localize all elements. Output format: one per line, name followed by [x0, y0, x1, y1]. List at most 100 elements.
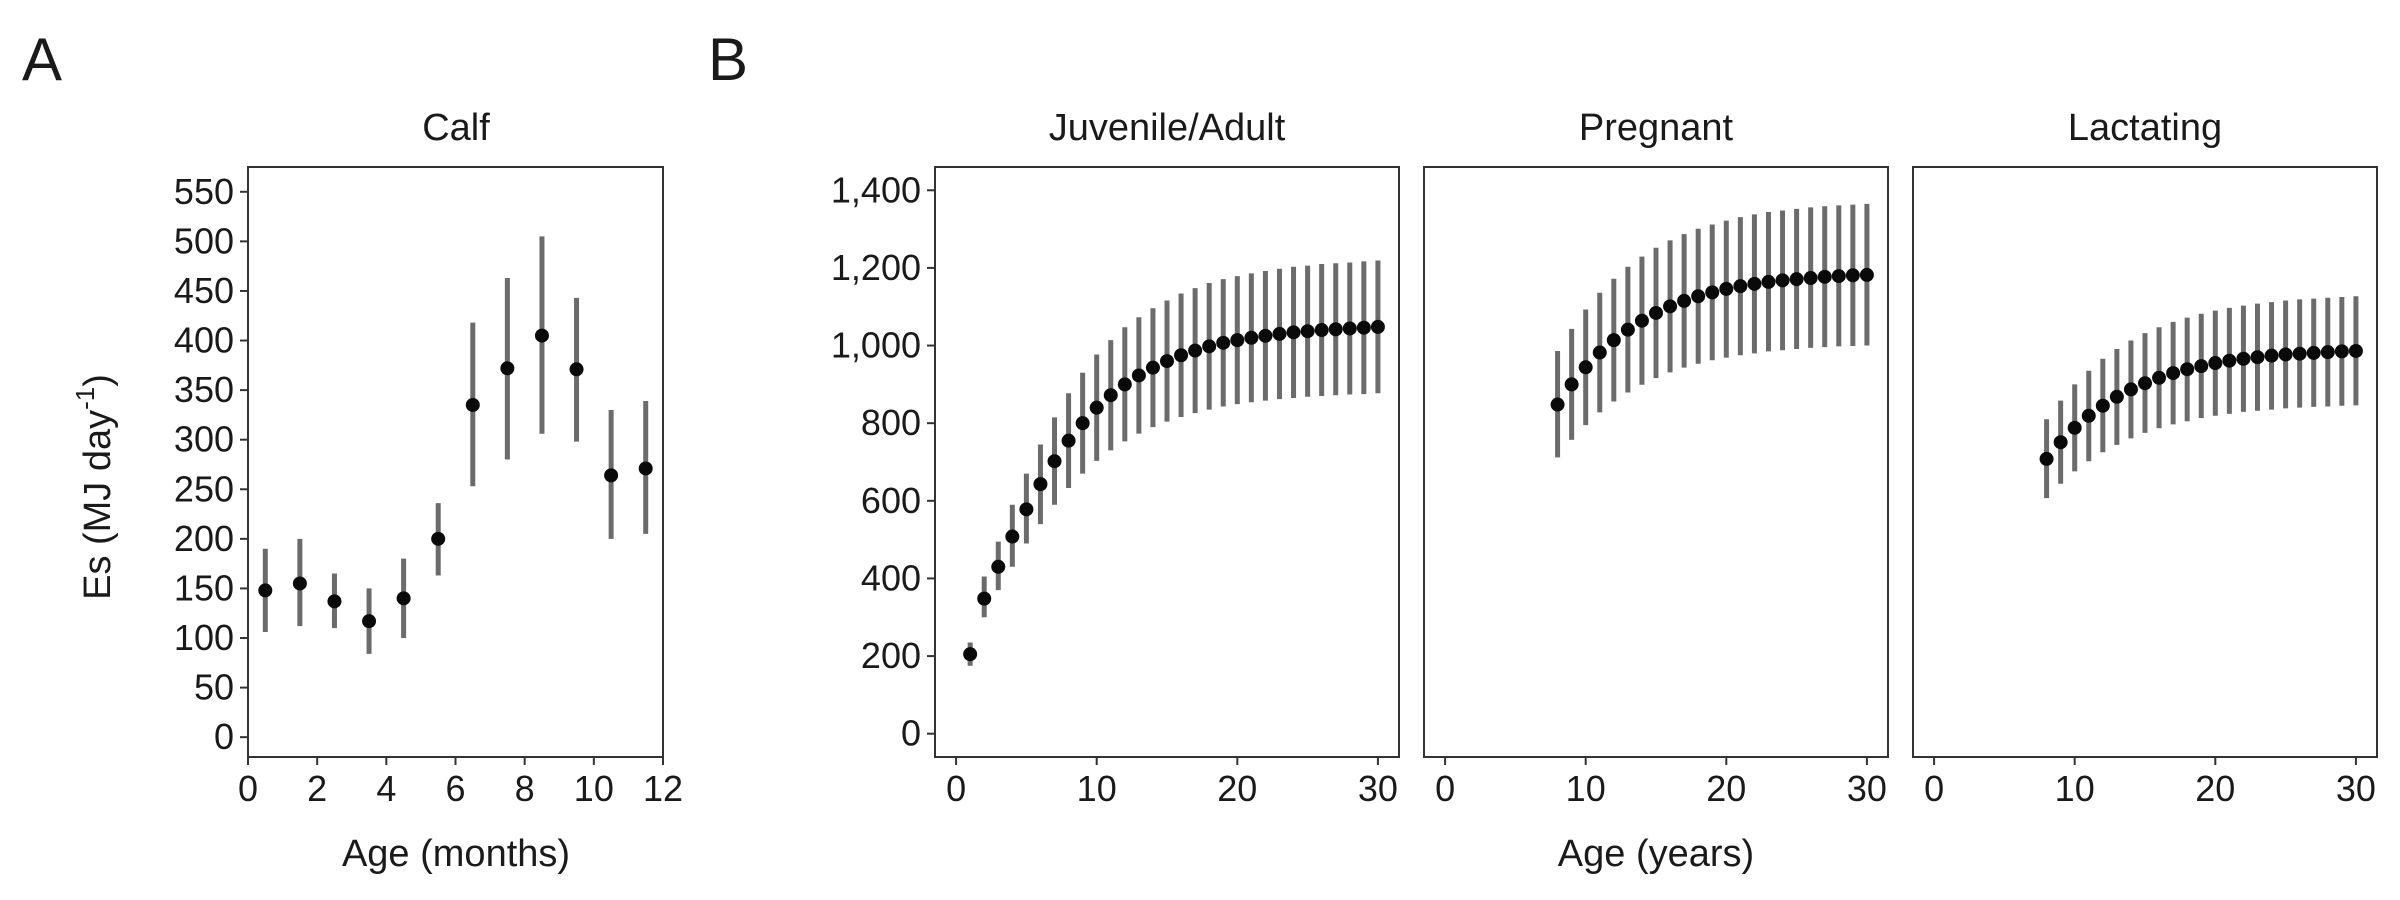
juvenile-adult-data-point	[1258, 328, 1273, 343]
lactating-x-tick-label: 10	[2055, 768, 2095, 809]
juvenile-adult-data-point	[1145, 360, 1160, 375]
calf-y-tick-label: 200	[174, 518, 234, 559]
calf-data-point	[292, 576, 307, 591]
lactating-data-point	[2138, 376, 2152, 391]
pregnant-data-point	[1705, 285, 1720, 300]
juvenile-adult-y-tick-label: 200	[861, 635, 921, 676]
juvenile-adult-data-point	[1202, 339, 1217, 354]
juvenile-adult-data-point	[1314, 323, 1329, 338]
juvenile-adult-data-point	[977, 591, 992, 606]
lactating-data-point	[2067, 420, 2082, 435]
calf-x-tick-label: 4	[376, 768, 396, 809]
juvenile-adult-y-tick-label: 1,200	[831, 247, 921, 288]
juvenile-adult-y-tick-label: 800	[861, 402, 921, 443]
juvenile-adult-data-point	[1356, 320, 1371, 335]
pregnant-data-point	[1691, 289, 1706, 304]
lactating-frame	[1912, 166, 2378, 758]
calf-data-point	[638, 461, 653, 476]
facet-title-calf: Calf	[422, 107, 490, 149]
calf-x-tick-label: 0	[238, 768, 258, 809]
juvenile-adult-data-point	[1005, 529, 1020, 544]
calf-y-tick-label: 350	[174, 369, 234, 410]
lactating-data-point	[2194, 359, 2209, 374]
juvenile-adult-data-point	[991, 559, 1006, 574]
juvenile-adult-data-point	[1370, 319, 1385, 334]
lactating-data-point	[2250, 350, 2265, 365]
pregnant-data-point	[1803, 271, 1818, 286]
panel-lactating: 0 10 20 30	[1912, 166, 2378, 809]
y-axis-title-superscript: -1	[70, 387, 100, 410]
pregnant-x-tick-label: 10	[1566, 768, 1606, 809]
panel-calf: 0 2 4 6 8 10 12 0 50 100 150 200 250 300 350 400 450 500 5…	[174, 166, 683, 809]
juvenile-adult-data-point	[1019, 502, 1034, 517]
juvenile-adult-y-tick-label: 400	[861, 557, 921, 598]
pregnant-data-point	[1663, 299, 1678, 314]
lactating-data-point	[2348, 343, 2363, 358]
juvenile-adult-y-tick-label: 1,400	[831, 169, 921, 210]
y-axis-title-close: )	[77, 374, 119, 387]
pregnant-data-point	[1578, 360, 1593, 375]
juvenile-adult-data-point	[1272, 326, 1287, 341]
facet-title-pregnant: Pregnant	[1579, 107, 1734, 149]
calf-x-tick-label: 8	[515, 768, 535, 809]
x-axis-title-months: Age (months)	[342, 833, 570, 875]
calf-y-tick-label: 450	[174, 270, 234, 311]
juvenile-adult-data-point	[1286, 325, 1301, 340]
calf-y-tick-label: 100	[174, 617, 234, 658]
pregnant-data-point	[1620, 322, 1635, 337]
calf-data-point	[258, 583, 273, 598]
pregnant-data-point	[1634, 313, 1649, 328]
lactating-data-point	[2081, 408, 2096, 423]
lactating-data-point	[2123, 382, 2138, 397]
pregnant-data-point	[1649, 305, 1663, 320]
juvenile-adult-data-point	[1216, 335, 1231, 350]
lactating-data-point	[2109, 389, 2124, 404]
pregnant-data-point	[1733, 279, 1748, 294]
lactating-data-point	[2292, 346, 2307, 361]
lactating-x-tick-label: 30	[2336, 768, 2376, 809]
pregnant-x-tick-label: 20	[1706, 768, 1746, 809]
lactating-x-tick-label: 0	[1924, 768, 1944, 809]
calf-y-tick-label: 550	[174, 171, 234, 212]
lactating-data-point	[2095, 398, 2110, 413]
juvenile-adult-y-tick-label: 600	[861, 480, 921, 521]
juvenile-adult-data-point	[1174, 348, 1189, 363]
panel-juvenile-adult: 0 10 20 30 0 200 400 600 800 1,000 1,200 1,400	[831, 166, 1400, 809]
lactating-data-point	[2320, 345, 2335, 360]
juvenile-adult-data-point	[1188, 343, 1203, 358]
calf-data-point	[465, 397, 480, 412]
pregnant-data-point	[1719, 281, 1734, 296]
calf-y-tick-label: 150	[174, 567, 234, 608]
calf-data-point	[362, 614, 377, 629]
juvenile-adult-data-point	[1047, 454, 1062, 469]
pregnant-data-point	[1789, 272, 1804, 287]
calf-y-tick-label: 500	[174, 220, 234, 261]
calf-data-point	[431, 531, 446, 546]
juvenile-adult-data-point	[1300, 324, 1315, 339]
calf-data-point	[569, 362, 584, 377]
calf-frame	[247, 166, 664, 758]
juvenile-adult-data-point	[1160, 354, 1174, 369]
juvenile-adult-data-point	[1089, 400, 1104, 415]
calf-x-tick-label: 6	[445, 768, 465, 809]
calf-data-point	[396, 591, 411, 606]
pregnant-data-point	[1747, 276, 1762, 291]
calf-data-point	[604, 468, 619, 483]
juvenile-adult-frame	[934, 166, 1400, 758]
x-axis-title-years: Age (years)	[1558, 833, 1754, 875]
lactating-data-point	[2039, 451, 2054, 466]
lactating-data-point	[2208, 356, 2223, 371]
y-axis-title: Es (MJ day-1)	[70, 374, 119, 600]
pregnant-data-point	[1564, 377, 1579, 392]
pregnant-data-point	[1859, 267, 1874, 282]
pregnant-data-point	[1606, 333, 1621, 348]
juvenile-adult-data-point	[1061, 433, 1076, 448]
juvenile-adult-data-point	[1117, 377, 1132, 392]
panel-pregnant: 0 10 20 30	[1423, 166, 1889, 809]
facet-title-lactating: Lactating	[2068, 107, 2222, 149]
juvenile-adult-data-point	[1342, 321, 1357, 336]
pregnant-data-point	[1817, 269, 1832, 284]
pregnant-data-point	[1845, 268, 1860, 283]
lactating-data-point	[2236, 351, 2251, 366]
